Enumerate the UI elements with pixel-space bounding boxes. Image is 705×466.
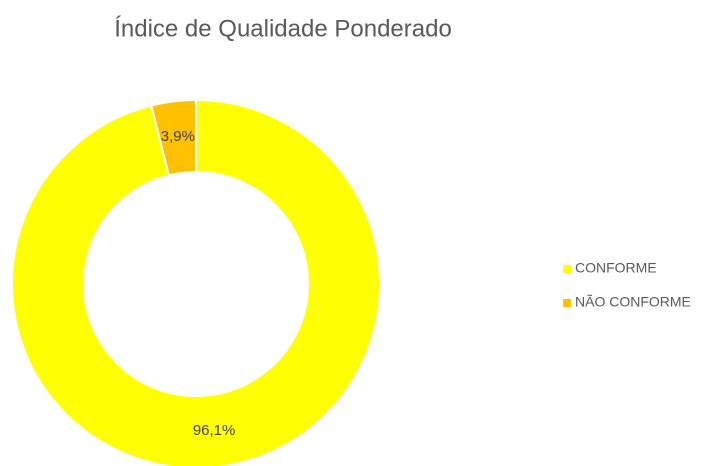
chart-title: Índice de Qualidade Ponderado <box>114 15 452 42</box>
data-label: 96,1% <box>193 422 236 439</box>
data-label: 3,9% <box>161 128 195 145</box>
legend-swatch <box>563 299 571 307</box>
legend-label: CONFORME <box>575 260 657 276</box>
donut-slice <box>150 98 197 177</box>
donut-slice <box>11 98 381 466</box>
legend-label: NÃO CONFORME <box>575 294 691 310</box>
legend-swatch <box>563 265 571 273</box>
